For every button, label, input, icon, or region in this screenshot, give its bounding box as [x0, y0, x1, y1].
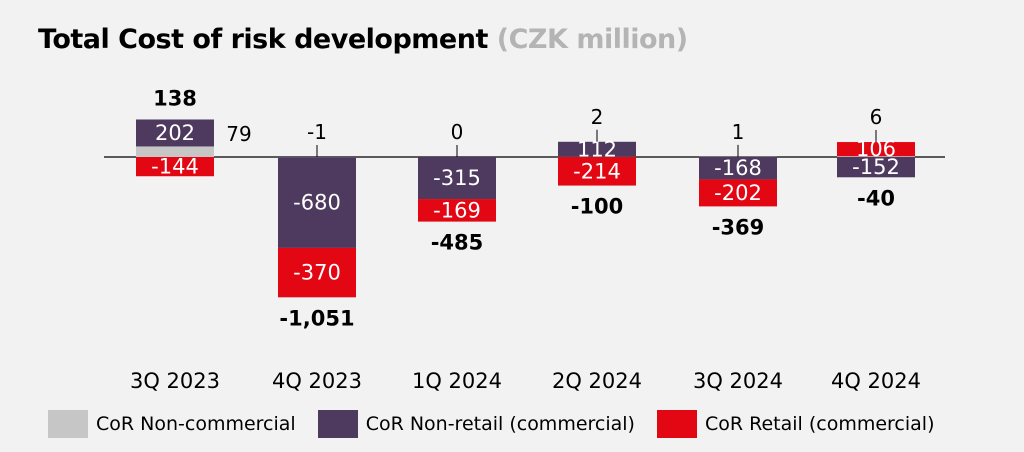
- bar-retail-3q-2024: [699, 179, 777, 207]
- legend-swatch-non-commercial: [48, 410, 88, 438]
- bar-retail-4q-2023: [278, 247, 356, 298]
- x-tick-label-4q-2024: 4Q 2024: [831, 369, 921, 393]
- data-label-non-retail-3q-2024: -168: [714, 156, 762, 180]
- chart-title: Total Cost of risk development (CZK mill…: [38, 24, 688, 55]
- bar-non-commercial-3q-2023: [136, 146, 214, 157]
- x-tick-label-3q-2023: 3Q 2023: [130, 369, 220, 393]
- chart-title-text: Total Cost of risk development: [38, 24, 488, 55]
- x-tick-label-3q-2024: 3Q 2024: [693, 369, 783, 393]
- bar-retail-4q-2024: [837, 142, 915, 157]
- x-tick-label-4q-2023: 4Q 2023: [272, 369, 362, 393]
- legend-item-retail: CoR Retail (commercial): [656, 410, 935, 438]
- data-label-non-retail-1q-2024: -315: [433, 166, 481, 190]
- bar-retail-1q-2024: [418, 199, 496, 222]
- data-label-non-commercial-4q-2023: -1: [307, 120, 327, 144]
- bar-non-retail-3q-2023: [136, 119, 214, 147]
- data-label-non-retail-4q-2023: -680: [293, 191, 341, 215]
- data-label-retail-1q-2024: -169: [433, 198, 481, 222]
- total-label-3q-2024: -369: [712, 215, 765, 239]
- bar-non-commercial-4q-2024: [837, 156, 915, 157]
- total-label-4q-2023: -1,051: [279, 306, 354, 330]
- bar-non-retail-1q-2024: [418, 157, 496, 200]
- data-label-non-commercial-1q-2024: 0: [451, 120, 464, 144]
- chart-unit: (CZK million): [496, 24, 688, 55]
- legend-swatch-retail: [656, 410, 697, 438]
- data-label-retail-3q-2023: -144: [151, 155, 199, 179]
- bar-non-retail-3q-2024: [699, 157, 777, 180]
- x-tick-label-1q-2024: 1Q 2024: [412, 369, 502, 393]
- data-label-retail-4q-2023: -370: [293, 261, 341, 285]
- legend-item-non-commercial: CoR Non-commercial: [48, 410, 296, 438]
- legend-swatch-non-retail: [317, 410, 358, 438]
- legend-label-non-commercial: CoR Non-commercial: [96, 413, 296, 435]
- bar-non-retail-2q-2024: [558, 141, 636, 157]
- total-label-1q-2024: -485: [431, 231, 484, 255]
- legend-label-non-retail: CoR Non-retail (commercial): [365, 413, 635, 435]
- x-tick-label-2q-2024: 2Q 2024: [552, 369, 642, 393]
- bar-retail-2q-2024: [558, 157, 636, 186]
- data-label-retail-3q-2024: -202: [714, 181, 762, 205]
- data-label-non-retail-3q-2023: 202: [155, 121, 195, 145]
- total-label-2q-2024: -100: [571, 195, 624, 219]
- data-label-non-commercial-4q-2024: 6: [870, 105, 883, 129]
- total-label-3q-2023: 138: [153, 86, 197, 110]
- legend-label-retail: CoR Retail (commercial): [704, 413, 935, 435]
- data-label-retail-2q-2024: -214: [573, 159, 621, 183]
- bar-non-retail-4q-2023: [278, 157, 356, 248]
- data-label-non-commercial-3q-2024: 1: [732, 120, 745, 144]
- total-label-4q-2024: -40: [857, 186, 895, 210]
- data-label-non-commercial-2q-2024: 2: [591, 105, 604, 129]
- legend: CoR Non-commercial CoR Non-retail (comme…: [48, 410, 957, 438]
- bar-retail-3q-2023: [136, 157, 214, 177]
- data-label-non-commercial-3q-2023: 79: [226, 122, 251, 146]
- data-label-non-retail-4q-2024: -152: [852, 155, 900, 179]
- bar-non-retail-4q-2024: [837, 157, 915, 178]
- legend-item-non-retail: CoR Non-retail (commercial): [317, 410, 635, 438]
